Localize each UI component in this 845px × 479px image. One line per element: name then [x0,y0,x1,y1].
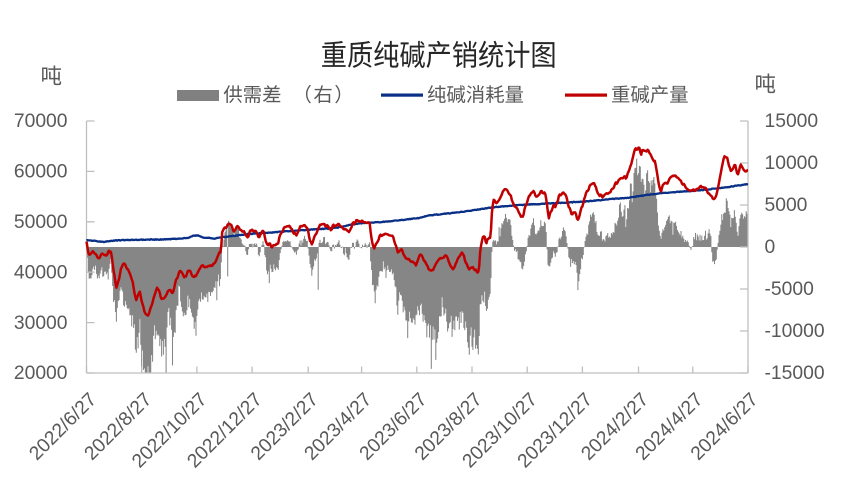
svg-text:-15000: -15000 [765,363,825,384]
svg-text:50000: 50000 [14,212,68,233]
svg-text:70000: 70000 [14,111,68,132]
svg-text:-10000: -10000 [765,321,825,342]
svg-text:-5000: -5000 [765,279,814,300]
svg-text:5000: 5000 [765,195,808,216]
svg-text:60000: 60000 [14,162,68,183]
svg-text:10000: 10000 [765,153,819,174]
svg-text:0: 0 [765,237,776,258]
svg-text:15000: 15000 [765,111,819,132]
svg-text:40000: 40000 [14,262,68,283]
svg-text:30000: 30000 [14,313,68,334]
svg-text:20000: 20000 [14,363,68,384]
